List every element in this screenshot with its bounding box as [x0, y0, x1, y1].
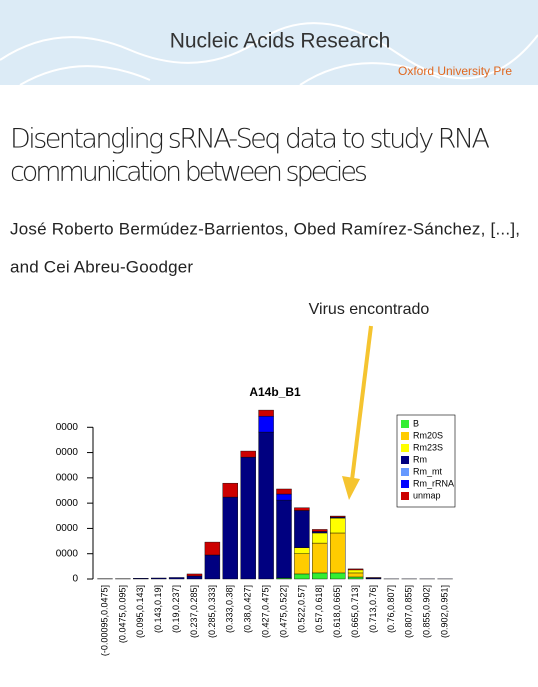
bar-segment [133, 578, 148, 579]
x-tick-label: (0.0475,0.095] [117, 585, 127, 643]
legend-label: unmap [413, 490, 441, 500]
bar-segment [330, 516, 345, 517]
bar-segment [348, 570, 363, 573]
y-tick-label: 0000 [56, 498, 79, 509]
bar-segment [277, 494, 292, 500]
bar-segment [348, 573, 363, 577]
annotation: Virus encontrado [309, 301, 430, 318]
x-tick-label: (0.285,0.333] [207, 585, 217, 638]
x-tick-label: (0.713,0.76] [368, 585, 378, 633]
bar-segment [187, 574, 202, 576]
bar-segment [330, 533, 345, 573]
x-tick-label: (0.902,0.951] [439, 585, 449, 638]
y-tick-label: 0000 [56, 472, 79, 483]
x-tick-label: (0.57,0.618] [314, 585, 324, 633]
bar-segment [241, 451, 256, 457]
legend-label: Rm23S [413, 442, 443, 452]
bar-segment [348, 577, 363, 579]
bar-segment [205, 542, 220, 555]
annotation-arrowhead [342, 476, 360, 500]
bar-segment [169, 577, 184, 579]
bar-segment [205, 555, 220, 579]
x-tick-label: (0.38,0.427] [243, 585, 253, 633]
x-tick-label: (0.665,0.713] [350, 585, 360, 638]
legend-label: Rm20S [413, 430, 443, 440]
bar-segment [151, 578, 166, 579]
x-tick-label: (0.618,0.665] [332, 585, 342, 638]
x-tick-label: (0.475,0.522] [278, 585, 288, 638]
bar-segment [259, 410, 274, 416]
x-tick-label: (0.807,0.855] [404, 585, 414, 638]
bar-segment [312, 533, 327, 543]
annotation-arrow [352, 326, 371, 480]
x-tick-label: (0.855,0.902] [422, 585, 432, 638]
journal-name: Nucleic Acids Research [170, 30, 391, 53]
bar-segment [223, 497, 238, 579]
legend-label: Rm_mt [413, 466, 442, 476]
x-tick-label: (-0.00095,0.0475] [99, 585, 109, 656]
bar-segment [312, 531, 327, 533]
x-tick-label: (0.427,0.475] [260, 585, 270, 638]
y-tick-label: 0000 [56, 523, 79, 534]
x-tick-label: (0.76,0.807] [386, 585, 396, 633]
bar-segment [277, 500, 292, 578]
x-tick-label: (0.19,0.237] [171, 585, 181, 633]
legend-label: Rm_rRNA [413, 478, 454, 488]
bar-segment [294, 574, 309, 579]
bar-segment [294, 554, 309, 574]
bar-segment [277, 489, 292, 494]
legend-swatch [401, 468, 409, 476]
x-tick-label: (0.333,0.38] [225, 585, 235, 633]
legend-swatch [401, 420, 409, 428]
legend-swatch [401, 444, 409, 452]
y-tick-label: 0000 [56, 548, 79, 559]
legend-swatch [401, 432, 409, 440]
publisher: Oxford University Pre [398, 64, 512, 78]
y-tick-label: 0000 [56, 422, 79, 433]
x-tick-label: (0.143,0.19] [153, 585, 163, 633]
authors: and Cei Abreu-Goodger [10, 257, 193, 276]
bar-segment [348, 569, 363, 570]
bar-segment [187, 576, 202, 579]
bar-segment [366, 577, 381, 578]
bar-segment [223, 483, 238, 497]
chart-title: A14b_B1 [249, 385, 301, 399]
legend-swatch [401, 480, 409, 488]
x-tick-label: (0.237,0.285] [189, 585, 199, 638]
article-title: communication between species [10, 157, 368, 188]
legend-label: B [413, 418, 419, 428]
bar-segment [330, 518, 345, 533]
bar-segment [312, 573, 327, 579]
bar-segment [294, 508, 309, 511]
authors: José Roberto Bermúdez-Barrientos, Obed R… [10, 219, 520, 238]
x-tick-label: (0.522,0.57] [296, 585, 306, 633]
legend-label: Rm [413, 454, 427, 464]
bar-segment [312, 543, 327, 573]
article-title: Disentangling sRNA-Seq data to study RNA [10, 124, 490, 155]
y-tick-label: 0000 [56, 447, 79, 458]
legend-swatch [401, 456, 409, 464]
x-tick-label: (0.095,0.143] [135, 585, 145, 638]
bar-segment [294, 548, 309, 554]
bar-segment [312, 529, 327, 531]
bar-segment [259, 416, 274, 432]
bar-segment [330, 573, 345, 579]
bar-segment [241, 457, 256, 579]
y-tick-label: 0 [72, 574, 78, 585]
bar-segment [294, 510, 309, 547]
bar-segment [259, 432, 274, 579]
legend-swatch [401, 492, 409, 500]
